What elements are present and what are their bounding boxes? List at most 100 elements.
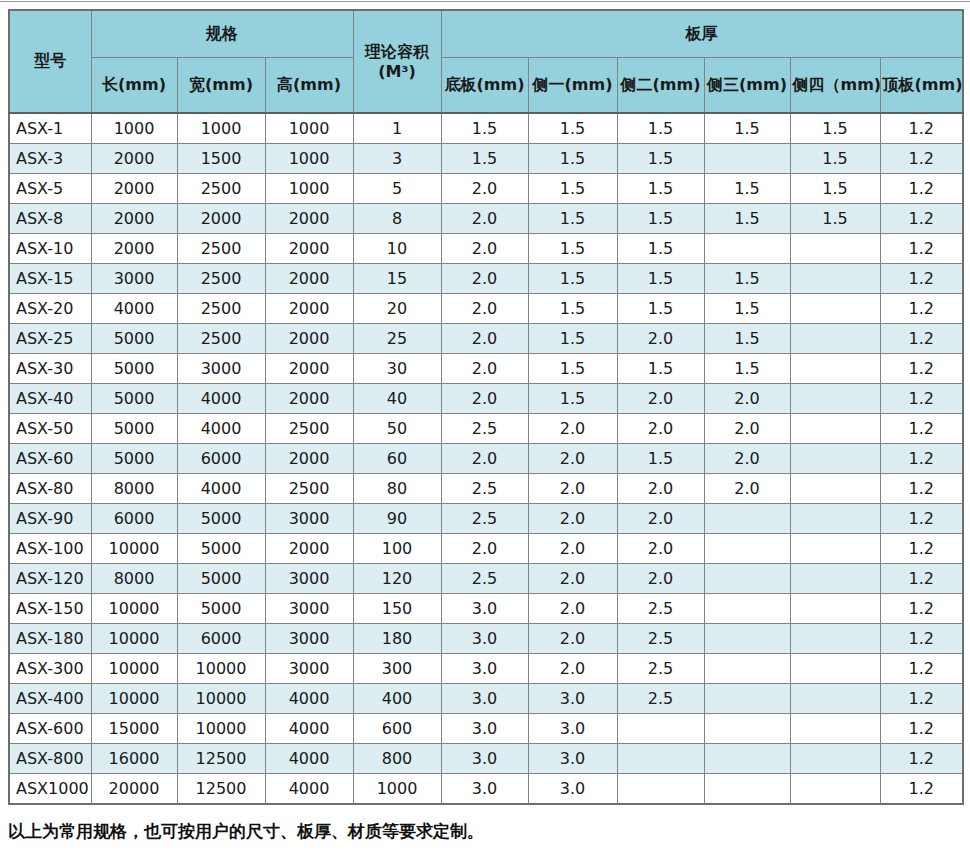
table-row: ASX-10200025002000102.01.51.51.2 [9,234,963,264]
value-cell: 2.0 [441,534,528,564]
value-cell: 1.5 [704,354,790,384]
model-cell: ASX-3 [9,144,91,174]
model-cell: ASX-30 [9,354,91,384]
value-cell: 1 [353,113,441,144]
table-header: 型号 规格 理论容积 (M³) 板厚 长(mm) 宽(mm) 高(mm) 底板(… [9,10,963,113]
value-cell: 2.5 [617,624,704,654]
value-cell: 1.5 [441,144,528,174]
value-cell: 1.5 [704,113,790,144]
table-row: ASX-50500040002500502.52.02.02.01.2 [9,414,963,444]
value-cell [790,534,880,564]
value-cell: 3.0 [441,714,528,744]
value-cell: 6000 [91,504,177,534]
table-row: ASX-60500060002000602.02.01.52.01.2 [9,444,963,474]
value-cell: 180 [353,624,441,654]
value-cell: 5000 [177,594,265,624]
value-cell [790,774,880,805]
value-cell: 1.5 [617,444,704,474]
table-row: ASX-300100001000030003003.02.02.51.2 [9,654,963,684]
value-cell: 4000 [177,384,265,414]
table-row: ASX-18010000600030001803.02.02.51.2 [9,624,963,654]
value-cell: 3000 [265,594,353,624]
value-cell: 1500 [177,144,265,174]
model-cell: ASX1000 [9,774,91,805]
value-cell: 50 [353,414,441,444]
model-cell: ASX-400 [9,684,91,714]
value-cell: 1.5 [617,113,704,144]
value-cell: 2000 [265,204,353,234]
value-cell: 1.2 [880,264,963,294]
value-cell: 8000 [91,564,177,594]
value-cell: 10000 [177,714,265,744]
value-cell [790,744,880,774]
table-row: ASX-800160001250040008003.03.01.2 [9,744,963,774]
value-cell: 1.2 [880,324,963,354]
value-cell: 2.0 [617,384,704,414]
value-cell: 2000 [265,444,353,474]
table-row: ASX-15010000500030001503.02.02.51.2 [9,594,963,624]
value-cell: 5000 [91,384,177,414]
value-cell: 10000 [91,534,177,564]
value-cell: 5000 [177,564,265,594]
value-cell: 3.0 [441,594,528,624]
value-cell: 2000 [265,384,353,414]
value-cell: 1.2 [880,714,963,744]
value-cell: 1.2 [880,354,963,384]
value-cell: 2000 [91,234,177,264]
value-cell: 2000 [91,174,177,204]
table-row: ASX-600150001000040006003.03.01.2 [9,714,963,744]
value-cell: 3 [353,144,441,174]
value-cell: 4000 [265,744,353,774]
value-cell: 5000 [177,534,265,564]
value-cell: 1.5 [790,204,880,234]
header-capacity: 理论容积 (M³) [353,10,441,113]
table-row: ASX-110001000100011.51.51.51.51.51.2 [9,113,963,144]
value-cell: 3.0 [528,714,617,744]
value-cell: 2.0 [528,654,617,684]
value-cell: 120 [353,564,441,594]
value-cell [790,414,880,444]
value-cell [704,714,790,744]
value-cell: 1000 [91,113,177,144]
model-cell: ASX-90 [9,504,91,534]
value-cell: 2.0 [617,474,704,504]
value-cell: 1000 [265,144,353,174]
header-thickness-group: 板厚 [441,10,963,58]
table-row: ASX-820002000200082.01.51.51.51.51.2 [9,204,963,234]
value-cell: 2.5 [441,474,528,504]
value-cell: 1.5 [790,113,880,144]
value-cell: 8 [353,204,441,234]
value-cell: 1.5 [790,144,880,174]
header-height: 高(mm) [265,58,353,114]
value-cell: 1.2 [880,234,963,264]
value-cell [704,594,790,624]
table-row: ASX-30500030002000302.01.51.51.51.2 [9,354,963,384]
value-cell: 5000 [91,324,177,354]
value-cell: 1.2 [880,564,963,594]
value-cell: 1.2 [880,113,963,144]
value-cell: 1.5 [617,264,704,294]
value-cell: 3000 [265,504,353,534]
value-cell: 2.5 [617,684,704,714]
page: 型号 规格 理论容积 (M³) 板厚 长(mm) 宽(mm) 高(mm) 底板(… [0,0,970,857]
value-cell: 100 [353,534,441,564]
value-cell: 150 [353,594,441,624]
header-group-row: 型号 规格 理论容积 (M³) 板厚 [9,10,963,58]
value-cell: 2.0 [441,204,528,234]
header-side1: 侧一(mm) [528,58,617,114]
header-side4: 侧四（mm) [790,58,880,114]
value-cell: 400 [353,684,441,714]
value-cell: 2000 [91,204,177,234]
value-cell: 600 [353,714,441,744]
value-cell: 2000 [265,324,353,354]
value-cell: 1.2 [880,624,963,654]
value-cell: 1.5 [617,294,704,324]
value-cell: 25 [353,324,441,354]
model-cell: ASX-15 [9,264,91,294]
value-cell: 1.2 [880,414,963,444]
value-cell [790,504,880,534]
value-cell: 1.2 [880,654,963,684]
value-cell: 2.0 [528,504,617,534]
value-cell: 1.5 [528,174,617,204]
header-side2: 侧二(mm) [617,58,704,114]
